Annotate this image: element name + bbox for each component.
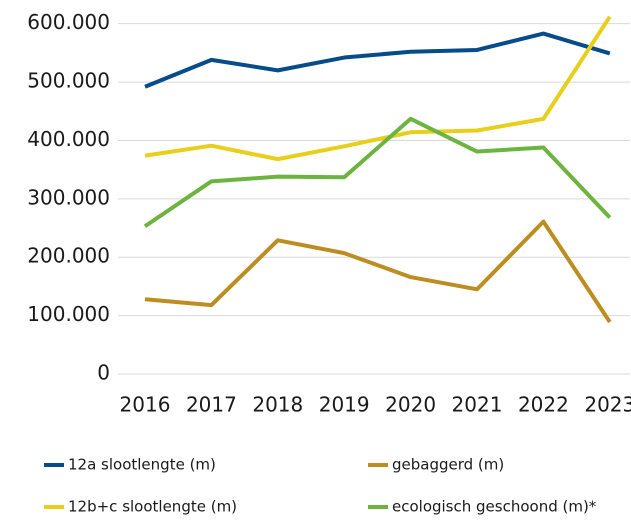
y-tick-label: 400.000 (27, 127, 110, 151)
y-tick-label: 100.000 (27, 302, 110, 326)
legend-label: 12b+c slootlengte (m) (68, 498, 237, 516)
x-tick-label: 2023 (584, 393, 631, 417)
x-tick-label: 2019 (319, 393, 370, 417)
x-tick-label: 2017 (186, 393, 237, 417)
series-line (143, 116, 612, 228)
x-tick-label: 2020 (385, 393, 436, 417)
x-tick-label: 2021 (452, 393, 503, 417)
series-line (144, 31, 611, 89)
legend-label: ecologisch geschoond (m)* (392, 498, 597, 516)
series-line (144, 219, 612, 324)
y-tick-label: 0 (97, 361, 110, 385)
y-tick-label: 600.000 (27, 10, 110, 34)
series-line (144, 15, 612, 162)
legend-label: gebaggerd (m) (392, 456, 504, 474)
x-tick-label: 2022 (518, 393, 569, 417)
y-tick-label: 300.000 (27, 185, 110, 209)
legend-label: 12a slootlengte (m) (68, 456, 216, 474)
y-tick-label: 200.000 (27, 244, 110, 268)
x-tick-label: 2018 (252, 393, 303, 417)
y-tick-label: 500.000 (27, 69, 110, 93)
x-tick-label: 2016 (120, 393, 171, 417)
